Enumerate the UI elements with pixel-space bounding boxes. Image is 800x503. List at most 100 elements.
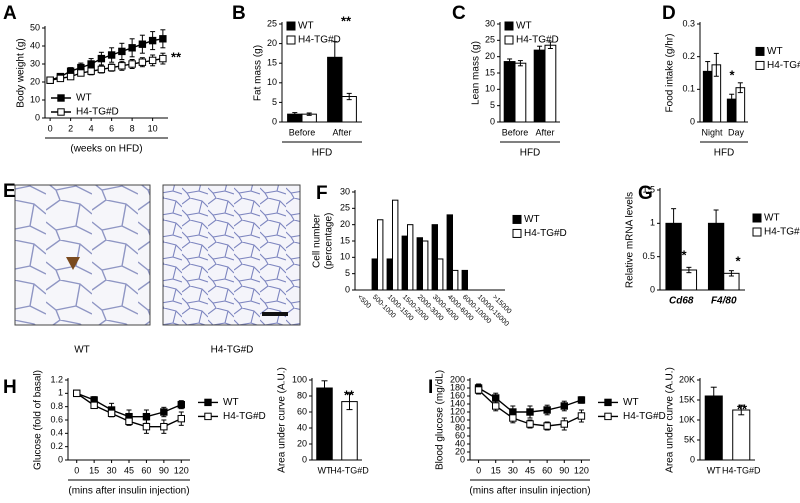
legend-label: H4-TG#D [767,60,800,71]
y-tick-label: 0 [690,116,695,126]
arrowhead [66,257,80,270]
significance-label: * [729,67,735,82]
bar [503,61,516,123]
panel-letter: I [428,377,433,398]
y-tick-label: 30 [485,18,495,28]
x-tick-label: 4 [89,123,94,133]
y-tick-label: 80 [297,390,307,400]
data-point [90,401,98,410]
bar [461,269,469,291]
significance-label: ** [344,387,355,402]
y-tick-label: 15K [679,394,695,404]
x-tick-label: 60 [542,465,552,475]
data-point [73,389,81,398]
bar [341,401,358,461]
y-tick-label: 5 [272,97,277,107]
y-tick-label: 20 [455,446,465,456]
y-tick-label: 100 [450,414,465,424]
data-point [160,422,168,431]
legend-label: H4-TG#D [76,107,119,118]
significance-label: * [735,253,741,268]
significance-label: * [681,247,687,262]
panel-letter: A [3,3,17,24]
data-point [492,402,500,410]
significance-label: ** [737,401,748,416]
y-tick-label: 0 [690,454,695,464]
bar [732,409,751,461]
panel-letter: F [316,183,328,204]
legend-swatch [286,35,296,45]
data-point [107,51,116,59]
y-tick-label: 0 [650,284,655,294]
y-tick-label: 10 [267,77,277,87]
y-tick-label: 10 [30,94,40,104]
data-point [56,74,65,83]
histology-image [162,184,301,326]
y-tick-label: 20 [267,38,277,48]
data-point [118,47,126,56]
y-tick-label: 5K [684,434,695,444]
legend-marker [604,412,612,421]
y-tick-label: 0.2 [50,441,63,451]
x-tick-label: 15 [89,465,99,475]
y-tick-label: 20K [679,374,695,384]
legend-label: WT [524,214,540,225]
y-tick-label: 0.1 [682,84,695,94]
x-tick-label: 0 [476,465,481,475]
x-tick-label: Before [289,127,316,137]
data-point [543,422,551,430]
data-point [160,408,168,416]
x-tick-label: 2 [68,123,73,133]
y-tick-label: 160 [450,390,465,400]
x-tick-label: 45 [124,465,134,475]
x-axis-label: (mins after insulin injection) [469,486,590,497]
legend-swatch [512,214,522,224]
bar [316,387,333,461]
y-tick-label: 10K [679,414,695,424]
data-point [142,412,151,421]
y-tick-label: 40 [30,40,40,50]
data-point [87,67,95,75]
legend-swatch [504,35,514,45]
y-tick-label: 0.5 [642,251,655,261]
y-tick-label: 0.6 [50,414,63,424]
x-tick-label: After [535,127,554,137]
legend-swatch [512,228,522,238]
y-tick-label: 140 [450,398,465,408]
y-tick-label: 20 [340,219,350,229]
y-tick-label: 200 [450,374,465,384]
legend-label: WT [764,213,780,224]
data-point [128,60,136,68]
data-point [148,36,157,45]
data-point [97,54,106,63]
legend-label: WT [223,397,239,408]
legend-marker [204,412,212,421]
y-tick-label: 20 [297,438,307,448]
data-point [66,72,75,81]
y-tick-label: 15 [340,235,350,245]
x-tick-label: Night [701,127,723,137]
panel-letter: G [638,183,653,204]
bar [704,395,723,461]
y-tick-label: 80 [455,422,465,432]
y-tick-label: 40 [297,422,307,432]
bar [422,240,429,291]
data-point [577,396,586,404]
y-axis-label: Area under curve (A.U.) [665,367,676,473]
legend-label: WT [623,397,639,408]
legend-label: WT [76,93,92,104]
bar [401,235,409,291]
data-point [107,409,116,418]
y-tick-label: 25 [267,18,277,28]
legend-swatch [755,46,765,56]
x-tick-label: WT [318,465,332,475]
y-axis-label: Cell number [312,213,323,268]
y-axis-label: (percentage) [324,213,335,270]
group-label: HFD [312,148,333,159]
y-tick-label: 100 [292,374,307,384]
data-point [177,400,185,409]
y-tick-label: 0.8 [50,401,63,411]
data-point [177,414,185,423]
